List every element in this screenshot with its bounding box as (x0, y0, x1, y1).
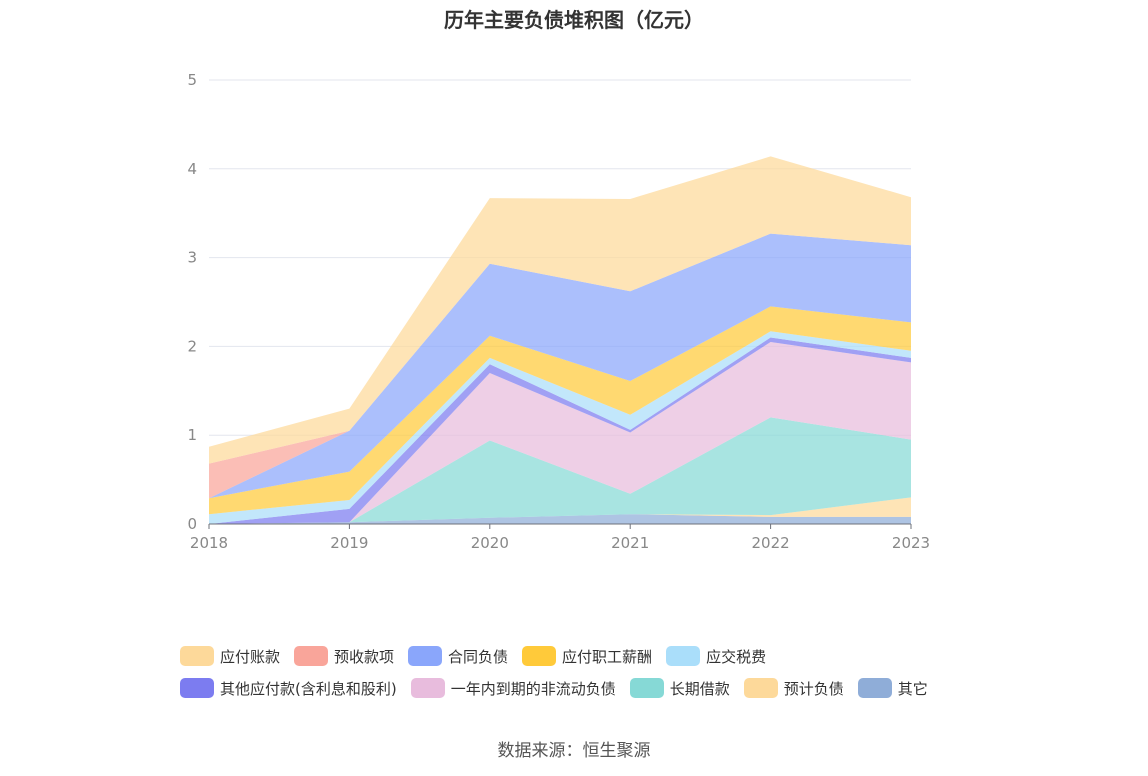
y-tick-label: 0 (187, 515, 197, 533)
legend-item[interactable]: 长期借款 (629, 678, 730, 699)
y-tick-label: 2 (187, 337, 197, 355)
legend-item[interactable]: 应交税费 (666, 646, 766, 667)
area-series-0 (209, 514, 911, 524)
legend-swatch (857, 678, 892, 698)
x-tick-label: 2018 (190, 534, 228, 552)
legend-label: 应付账款 (220, 647, 281, 666)
legend-label: 其他应付款(含利息和股利) (220, 679, 397, 698)
legend-label: 长期借款 (669, 679, 730, 698)
legend-row: 其他应付款(含利息和股利) 一年内到期的非流动负债 长期借款 预计负债 其它 (180, 672, 1020, 704)
x-tick-label: 2021 (611, 534, 649, 552)
legend-label: 应付职工薪酬 (562, 647, 653, 666)
stacked-areas (209, 156, 911, 524)
x-tick-label: 2022 (752, 534, 790, 552)
legend-label: 预计负债 (783, 679, 844, 698)
x-tick-label: 2019 (330, 534, 368, 552)
legend-swatch (743, 678, 778, 698)
legend-swatch (410, 678, 445, 698)
legend-label: 其它 (897, 679, 928, 698)
axes: 0 1 2 3 4 5 2018 2019 2020 2021 2022 2023 (187, 71, 930, 552)
legend-item[interactable]: 一年内到期的非流动负债 (410, 678, 616, 699)
y-tick-label: 1 (187, 426, 197, 444)
area-series-2 (209, 417, 911, 524)
area-series-3 (209, 342, 911, 524)
legend-label: 应交税费 (706, 647, 767, 666)
legend-item[interactable]: 预计负债 (743, 678, 844, 699)
legend-swatch (294, 646, 329, 666)
legend-swatch (180, 646, 214, 666)
y-tick-label: 3 (187, 249, 197, 267)
legend-item[interactable]: 应付账款 (180, 646, 280, 667)
x-tick-label: 2020 (471, 534, 509, 552)
legend: 应付账款 预收款项 合同负债 应付职工薪酬 应交税费其他应付款(含利息和股利) 一年内到期… (180, 640, 1020, 704)
legend-swatch (408, 646, 443, 666)
legend-item[interactable]: 其他应付款(含利息和股利) (180, 678, 397, 699)
legend-swatch (522, 646, 557, 666)
area-series-6 (209, 306, 911, 515)
legend-swatch (629, 678, 664, 698)
area-series-7 (209, 233, 911, 499)
legend-item[interactable]: 应付职工薪酬 (522, 646, 652, 667)
legend-item[interactable]: 预收款项 (294, 646, 394, 667)
y-tick-label: 5 (187, 71, 197, 89)
legend-label: 合同负债 (448, 647, 509, 666)
legend-row: 应付账款 预收款项 合同负债 应付职工薪酬 应交税费 (180, 640, 1020, 672)
legend-item[interactable]: 合同负债 (408, 646, 508, 667)
area-series-4 (209, 337, 911, 524)
source-note: 数据来源：恒生聚源 (497, 741, 651, 761)
legend-item[interactable]: 其它 (857, 678, 928, 699)
legend-label: 预收款项 (334, 647, 395, 666)
x-tick-label: 2023 (892, 534, 930, 552)
chart-title: 历年主要负债堆积图（亿元） (444, 8, 704, 32)
legend-swatch (666, 646, 701, 666)
area-series-9 (209, 156, 911, 464)
legend-swatch (180, 678, 214, 698)
legend-label: 一年内到期的非流动负债 (450, 679, 616, 698)
y-tick-label: 4 (187, 160, 197, 178)
